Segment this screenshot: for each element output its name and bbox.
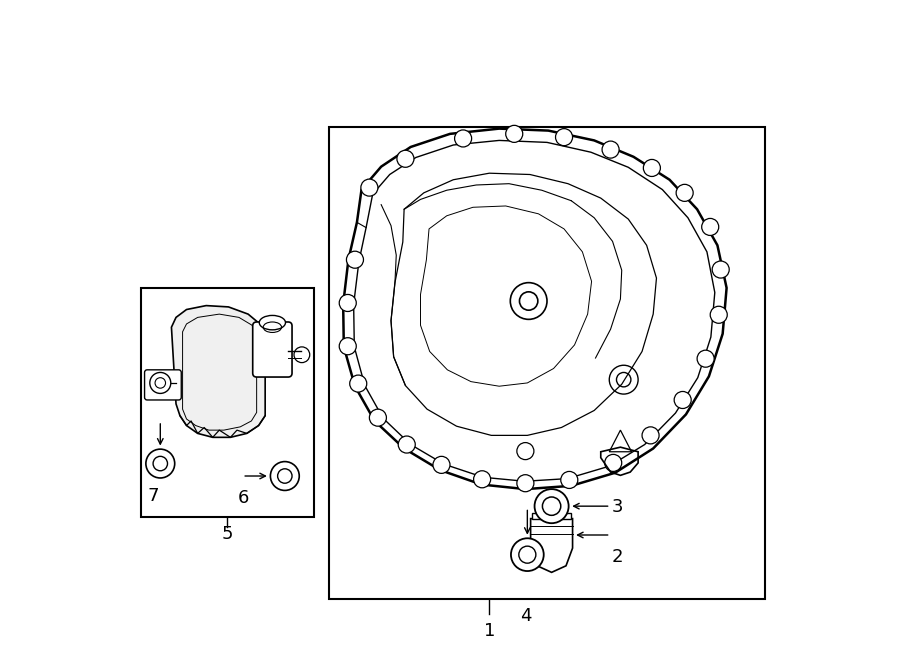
Circle shape [674, 391, 691, 408]
Text: 2: 2 [611, 547, 623, 566]
Circle shape [146, 449, 175, 478]
Circle shape [369, 409, 386, 426]
FancyBboxPatch shape [253, 322, 292, 377]
Bar [328, 128, 765, 600]
Bar [140, 288, 314, 518]
Circle shape [555, 129, 572, 145]
Circle shape [506, 126, 523, 142]
Circle shape [433, 456, 450, 473]
Circle shape [712, 261, 729, 278]
Circle shape [561, 471, 578, 488]
Circle shape [517, 475, 534, 492]
Circle shape [339, 294, 356, 311]
Circle shape [339, 338, 356, 355]
Circle shape [605, 454, 622, 471]
Text: 6: 6 [238, 488, 249, 506]
Text: 7: 7 [148, 486, 159, 504]
Circle shape [473, 471, 491, 488]
Text: 1: 1 [483, 622, 495, 640]
Ellipse shape [259, 315, 285, 330]
Circle shape [346, 251, 364, 268]
Text: 3: 3 [611, 498, 623, 516]
Text: 5: 5 [221, 525, 233, 543]
Circle shape [270, 461, 299, 490]
Circle shape [702, 218, 719, 235]
Circle shape [698, 350, 714, 368]
Circle shape [149, 372, 171, 393]
Circle shape [517, 443, 534, 459]
Circle shape [644, 159, 661, 176]
Polygon shape [171, 305, 266, 438]
Text: 4: 4 [519, 607, 531, 625]
Polygon shape [531, 519, 572, 572]
Circle shape [710, 306, 727, 323]
Circle shape [454, 130, 472, 147]
Circle shape [361, 179, 378, 196]
Polygon shape [532, 514, 572, 519]
Circle shape [602, 141, 619, 158]
Circle shape [350, 375, 367, 392]
Circle shape [535, 489, 569, 524]
Circle shape [398, 436, 415, 453]
Circle shape [676, 184, 693, 202]
Circle shape [397, 150, 414, 167]
FancyBboxPatch shape [145, 369, 181, 400]
Circle shape [642, 427, 659, 444]
Circle shape [511, 538, 544, 571]
